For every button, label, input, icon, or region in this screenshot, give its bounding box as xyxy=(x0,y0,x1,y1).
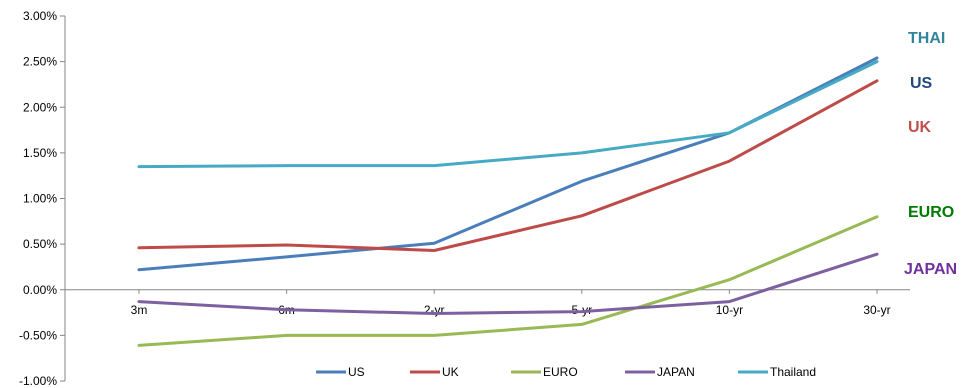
end-label-uk: UK xyxy=(908,119,932,136)
y-tick-label: 3.00% xyxy=(23,9,57,23)
series-line-uk xyxy=(137,79,879,252)
x-tick-label: 3m xyxy=(131,303,148,317)
x-tick-label: 30-yr xyxy=(863,303,890,317)
y-tick-label: 0.50% xyxy=(23,237,57,251)
series-line-euro xyxy=(137,215,879,347)
legend-label-thailand: Thailand xyxy=(770,365,816,379)
legend-label-uk: UK xyxy=(442,365,459,379)
y-tick-label: -1.00% xyxy=(19,374,57,388)
series-line-thailand xyxy=(137,60,879,169)
legend-label-us: US xyxy=(348,365,365,379)
series-line-us xyxy=(137,56,879,272)
y-tick-label: 2.50% xyxy=(23,55,57,69)
end-label-us: US xyxy=(910,75,933,92)
end-label-thai: THAI xyxy=(908,30,945,47)
x-tick-label: 5-yr xyxy=(571,303,592,317)
series-line-japan xyxy=(137,252,879,315)
y-tick-label: 1.50% xyxy=(23,146,57,160)
y-tick-label: 1.00% xyxy=(23,192,57,206)
end-label-euro: EURO xyxy=(908,204,954,221)
y-tick-label: 2.00% xyxy=(23,100,57,114)
end-label-japan: JAPAN xyxy=(904,261,957,278)
y-tick-label: -0.50% xyxy=(19,328,57,342)
y-tick-label: 0.00% xyxy=(23,283,57,297)
legend-label-japan: JAPAN xyxy=(657,365,695,379)
x-tick-label: 10-yr xyxy=(716,303,743,317)
legend-label-euro: EURO xyxy=(543,365,578,379)
